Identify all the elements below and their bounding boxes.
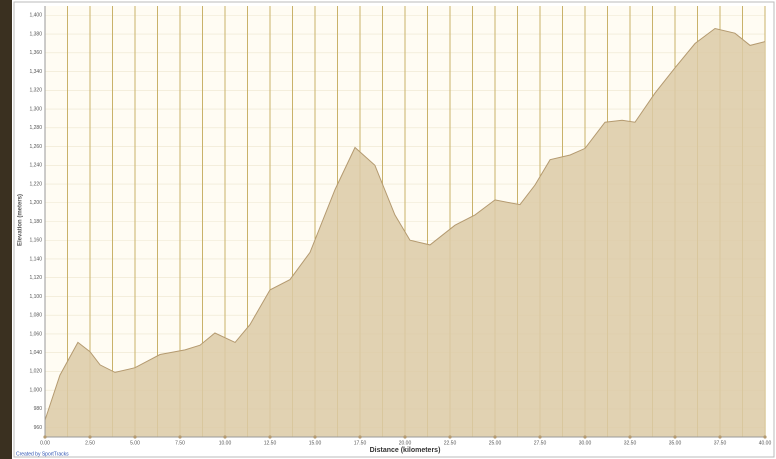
y-tick-label: 960 [34, 425, 43, 431]
x-tick-label: 40.00 [759, 440, 772, 446]
y-tick-label: 1,000 [29, 387, 42, 393]
y-tick-label: 980 [34, 406, 43, 412]
x-tick-label: 2.50 [85, 440, 95, 446]
y-tick-label: 1,360 [29, 50, 42, 56]
x-tick-dot [358, 435, 361, 438]
x-tick-label: 37.50 [714, 440, 727, 446]
x-tick-label: 10.00 [219, 440, 232, 446]
x-tick-dot [133, 435, 136, 438]
credit: Created by SportTracks [16, 451, 69, 457]
x-tick-dot [538, 435, 541, 438]
x-tick-label: 5.00 [130, 440, 140, 446]
y-tick-label: 1,080 [29, 313, 42, 319]
y-tick-label: 1,180 [29, 219, 42, 225]
y-tick-label: 1,020 [29, 369, 42, 375]
y-tick-label: 1,200 [29, 200, 42, 206]
x-tick-dot [43, 435, 46, 438]
x-tick-dot [403, 435, 406, 438]
x-tick-label: 0.00 [40, 440, 50, 446]
x-tick-label: 7.50 [175, 440, 185, 446]
y-tick-label: 1,400 [29, 13, 42, 19]
x-tick-label: 25.00 [489, 440, 502, 446]
y-tick-label: 1,380 [29, 31, 42, 37]
x-tick-label: 15.00 [309, 440, 322, 446]
x-tick-label: 27.50 [534, 440, 547, 446]
x-tick-dot [178, 435, 181, 438]
x-tick-label: 20.00 [399, 440, 412, 446]
y-tick-label: 1,060 [29, 331, 42, 337]
y-tick-label: 1,100 [29, 294, 42, 300]
x-tick-dot [448, 435, 451, 438]
y-tick-label: 1,240 [29, 163, 42, 169]
x-tick-dot [313, 435, 316, 438]
x-tick-label: 32.50 [624, 440, 637, 446]
side-strip [0, 0, 12, 459]
y-tick-label: 1,300 [29, 106, 42, 112]
x-tick-dot [268, 435, 271, 438]
y-tick-label: 1,260 [29, 144, 42, 150]
y-axis-label: Elevation (meters) [18, 194, 24, 246]
x-tick-dot [583, 435, 586, 438]
x-tick-label: 17.50 [354, 440, 367, 446]
x-tick-dot [718, 435, 721, 438]
y-tick-label: 1,140 [29, 256, 42, 262]
y-tick-label: 1,120 [29, 275, 42, 281]
x-tick-dot [88, 435, 91, 438]
y-tick-label: 1,040 [29, 350, 42, 356]
x-axis-label: Distance (kilometers) [370, 447, 441, 454]
x-tick-label: 35.00 [669, 440, 682, 446]
page: Elevation (meters) Distance (kilometers)… [0, 0, 776, 459]
x-tick-dot [673, 435, 676, 438]
x-tick-dot [763, 435, 766, 438]
x-tick-dot [628, 435, 631, 438]
y-tick-label: 1,160 [29, 238, 42, 244]
x-tick-dot [223, 435, 226, 438]
x-tick-dot [493, 435, 496, 438]
x-tick-label: 22.50 [444, 440, 457, 446]
x-tick-label: 30.00 [579, 440, 592, 446]
y-tick-label: 1,340 [29, 69, 42, 75]
y-tick-label: 1,320 [29, 88, 42, 94]
y-tick-label: 1,280 [29, 125, 42, 131]
y-tick-label: 1,220 [29, 181, 42, 187]
chart: Elevation (meters) Distance (kilometers)… [0, 0, 776, 459]
x-tick-label: 12.50 [264, 440, 277, 446]
